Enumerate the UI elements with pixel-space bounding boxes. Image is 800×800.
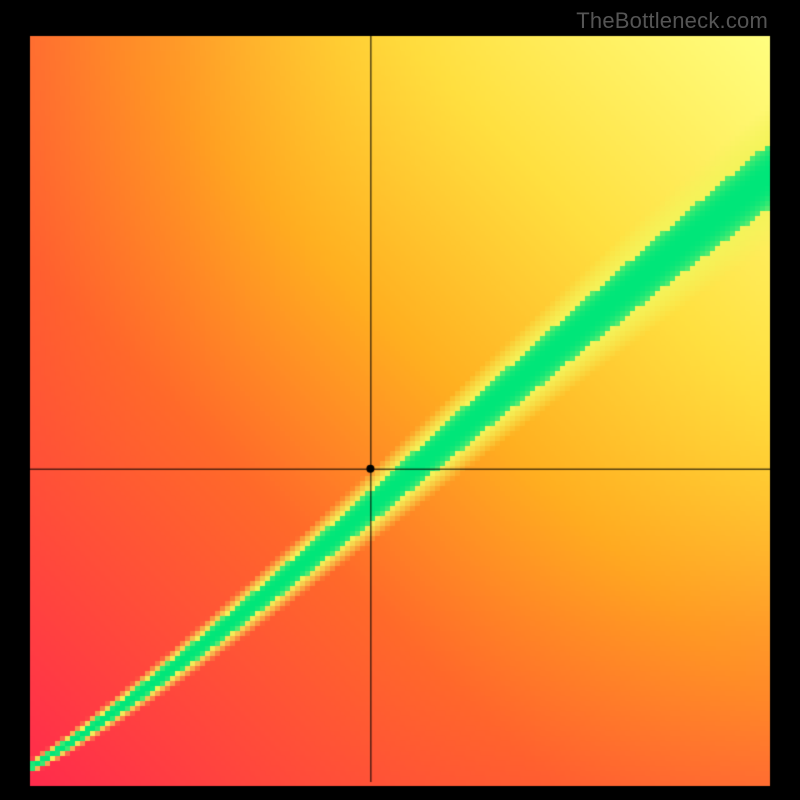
watermark-text: TheBottleneck.com [576,8,768,34]
chart-container: TheBottleneck.com [0,0,800,800]
bottleneck-heatmap [0,0,800,800]
